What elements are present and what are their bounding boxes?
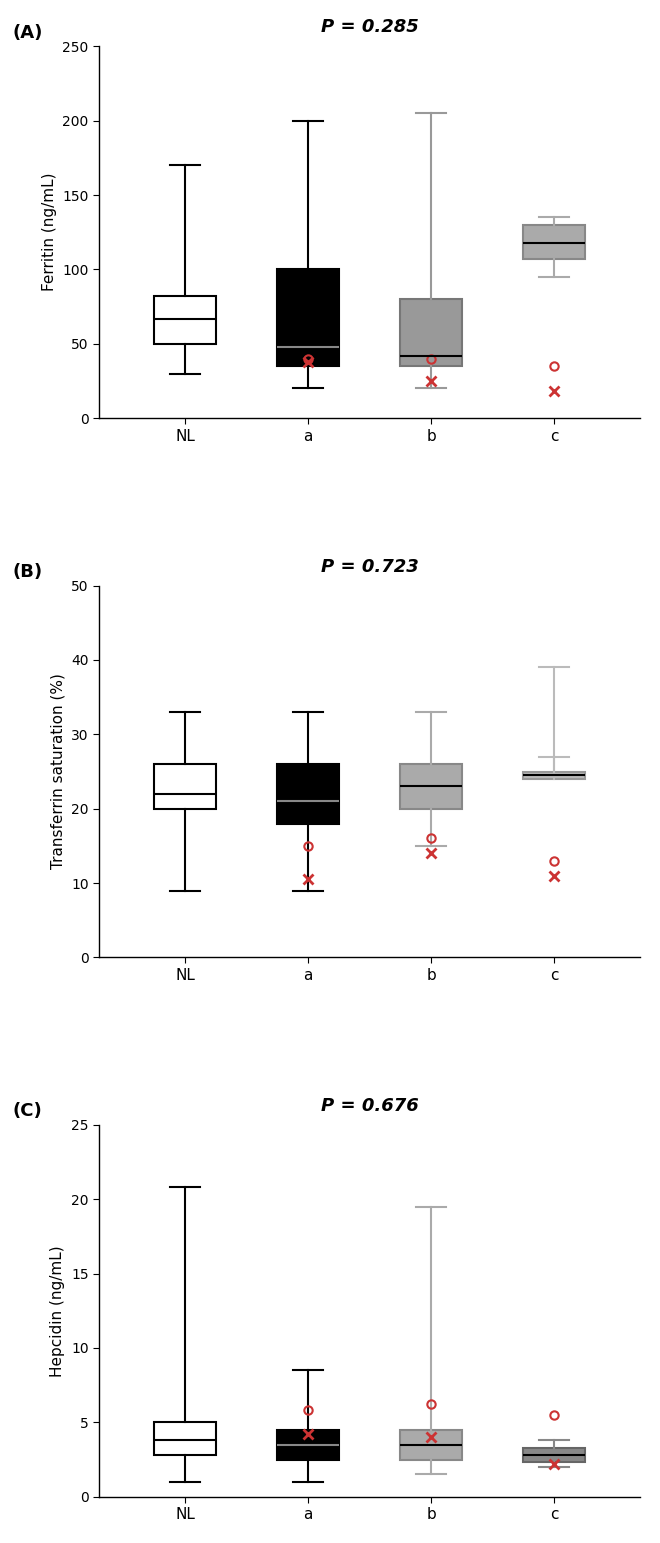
Title: P = 0.723: P = 0.723 bbox=[321, 557, 418, 576]
PathPatch shape bbox=[154, 764, 216, 809]
Y-axis label: Ferritin (ng/mL): Ferritin (ng/mL) bbox=[42, 173, 57, 292]
PathPatch shape bbox=[523, 1447, 585, 1463]
Text: (A): (A) bbox=[13, 25, 43, 42]
PathPatch shape bbox=[401, 764, 462, 809]
PathPatch shape bbox=[523, 225, 585, 259]
Title: P = 0.285: P = 0.285 bbox=[321, 19, 418, 37]
PathPatch shape bbox=[277, 764, 339, 824]
PathPatch shape bbox=[401, 1430, 462, 1460]
PathPatch shape bbox=[401, 299, 462, 366]
Text: (B): (B) bbox=[13, 563, 42, 582]
PathPatch shape bbox=[277, 1430, 339, 1460]
Text: (C): (C) bbox=[13, 1103, 42, 1120]
PathPatch shape bbox=[523, 772, 585, 779]
Y-axis label: Hepcidin (ng/mL): Hepcidin (ng/mL) bbox=[50, 1245, 65, 1376]
PathPatch shape bbox=[154, 1423, 216, 1455]
PathPatch shape bbox=[277, 270, 339, 366]
PathPatch shape bbox=[154, 296, 216, 344]
Title: P = 0.676: P = 0.676 bbox=[321, 1097, 418, 1116]
Y-axis label: Transferrin saturation (%): Transferrin saturation (%) bbox=[50, 674, 65, 869]
